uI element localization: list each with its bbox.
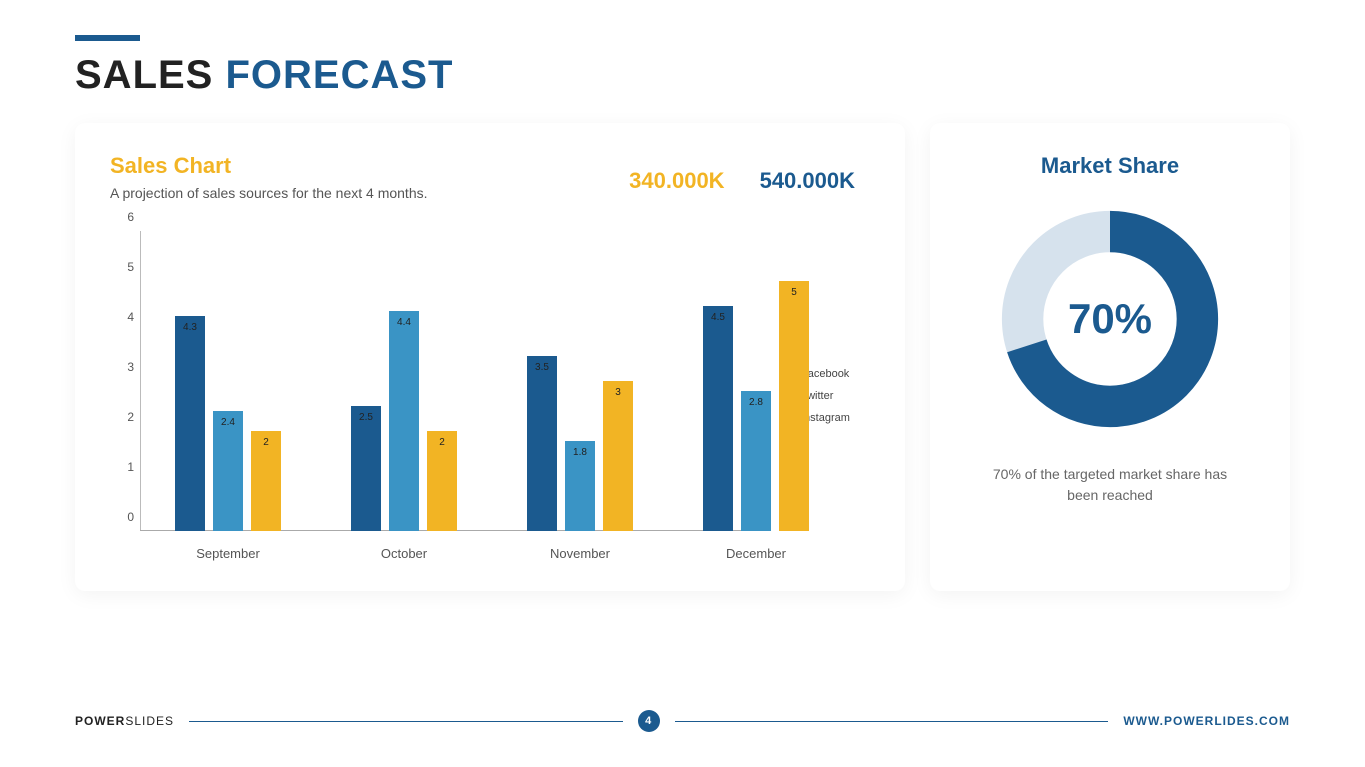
y-tick-label: 6 xyxy=(110,210,134,224)
sales-chart-card: Sales Chart A projection of sales source… xyxy=(75,123,905,591)
y-tick-label: 4 xyxy=(110,310,134,324)
footer-line-left xyxy=(189,721,623,722)
bar: 4.3 xyxy=(175,316,205,531)
page-title: SALES FORECAST xyxy=(75,53,1290,98)
chart-stats: 340.000K 540.000K xyxy=(629,168,855,194)
market-share-text: 70% of the targeted market share has bee… xyxy=(965,464,1255,506)
footer-url: WWW.POWERLIDES.COM xyxy=(1123,714,1290,728)
stat-2: 540.000K xyxy=(760,168,855,194)
bar-value-label: 2.8 xyxy=(749,397,763,408)
x-tick-label: September xyxy=(196,546,260,561)
bar: 2 xyxy=(251,431,281,531)
slide-footer: POWERSLIDES 4 WWW.POWERLIDES.COM xyxy=(75,710,1290,732)
bar: 2.5 xyxy=(351,406,381,531)
bar-value-label: 2.5 xyxy=(359,412,373,423)
bar-value-label: 4.4 xyxy=(397,317,411,328)
market-share-title: Market Share xyxy=(965,153,1255,179)
bar-value-label: 2 xyxy=(439,437,445,448)
bar-value-label: 3 xyxy=(615,387,621,398)
chart-area: 4.32.422.54.423.51.834.52.85 0123456 Sep… xyxy=(110,231,770,561)
market-share-card: Market Share 70% 70% of the targeted mar… xyxy=(930,123,1290,591)
bar-value-label: 4.3 xyxy=(183,322,197,333)
bar: 1.8 xyxy=(565,441,595,531)
bar-value-label: 4.5 xyxy=(711,312,725,323)
donut-percent-label: 70% xyxy=(1068,295,1152,343)
y-tick-label: 5 xyxy=(110,260,134,274)
bar: 4.5 xyxy=(703,306,733,531)
footer-brand-bold: POWER xyxy=(75,714,125,728)
x-tick-label: October xyxy=(381,546,427,561)
x-tick-label: November xyxy=(550,546,610,561)
bar: 5 xyxy=(779,281,809,531)
bar: 4.4 xyxy=(389,311,419,531)
donut-chart: 70% xyxy=(995,204,1225,434)
title-part2: FORECAST xyxy=(225,53,453,97)
bar: 2 xyxy=(427,431,457,531)
bar-value-label: 5 xyxy=(791,287,797,298)
y-tick-label: 3 xyxy=(110,360,134,374)
footer-brand-thin: SLIDES xyxy=(125,714,174,728)
bar: 3.5 xyxy=(527,356,557,531)
bar: 2.8 xyxy=(741,391,771,531)
bar-value-label: 2.4 xyxy=(221,417,235,428)
footer-brand: POWERSLIDES xyxy=(75,714,174,728)
bar: 2.4 xyxy=(213,411,243,531)
bar: 3 xyxy=(603,381,633,531)
content-row: Sales Chart A projection of sales source… xyxy=(0,108,1365,591)
bar-value-label: 1.8 xyxy=(573,447,587,458)
y-tick-label: 2 xyxy=(110,410,134,424)
stat-1: 340.000K xyxy=(629,168,724,194)
chart-plot: 4.32.422.54.423.51.834.52.85 xyxy=(140,231,770,531)
chart-body: 4.32.422.54.423.51.834.52.85 0123456 Sep… xyxy=(110,231,870,561)
slide-header: SALES FORECAST xyxy=(0,0,1365,108)
bar-value-label: 3.5 xyxy=(535,362,549,373)
accent-bar xyxy=(75,35,140,41)
footer-line-right xyxy=(675,721,1109,722)
x-tick-label: December xyxy=(726,546,786,561)
y-tick-label: 0 xyxy=(110,510,134,524)
title-part1: SALES xyxy=(75,53,213,97)
y-tick-label: 1 xyxy=(110,460,134,474)
bar-value-label: 2 xyxy=(263,437,269,448)
page-number: 4 xyxy=(638,710,660,732)
